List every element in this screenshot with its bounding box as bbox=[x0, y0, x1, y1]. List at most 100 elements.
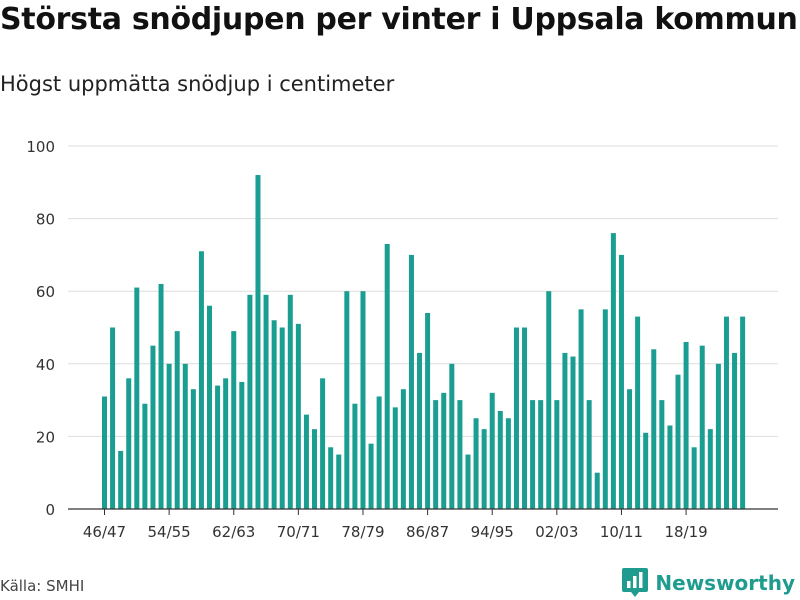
bar-23/24 bbox=[723, 316, 729, 509]
bar-85/86 bbox=[417, 352, 423, 509]
bar-59/60 bbox=[207, 305, 213, 509]
bar-93/94 bbox=[481, 429, 487, 509]
bar-21/22 bbox=[707, 429, 713, 509]
bar-76/77 bbox=[344, 291, 350, 509]
bar-54/55 bbox=[166, 363, 172, 509]
bar-13/14 bbox=[643, 432, 649, 509]
bar-89/90 bbox=[449, 363, 455, 509]
bar-82/83 bbox=[392, 407, 398, 509]
bar-06/07 bbox=[586, 400, 592, 509]
x-tick-label: 70/71 bbox=[277, 523, 320, 541]
newsworthy-logo[interactable]: Newsworthy bbox=[622, 568, 795, 598]
x-tick-label: 02/03 bbox=[535, 523, 578, 541]
bar-97/98 bbox=[513, 327, 519, 509]
bar-02/03 bbox=[554, 400, 560, 509]
bar-18/19 bbox=[683, 342, 689, 509]
x-tick-label: 78/79 bbox=[341, 523, 384, 541]
bar-70/71 bbox=[295, 323, 301, 509]
y-tick-label: 60 bbox=[36, 283, 55, 301]
bar-68/69 bbox=[279, 327, 285, 509]
bar-58/59 bbox=[198, 251, 204, 509]
bar-08/09 bbox=[602, 309, 608, 509]
bar-98/99 bbox=[522, 327, 528, 509]
bar-19/20 bbox=[691, 447, 697, 509]
bar-75/76 bbox=[336, 454, 342, 509]
bar-53/54 bbox=[158, 283, 164, 509]
x-tick-label: 94/95 bbox=[471, 523, 514, 541]
bar-66/67 bbox=[263, 294, 269, 509]
bar-17/18 bbox=[675, 374, 681, 509]
x-tick-label: 86/87 bbox=[406, 523, 449, 541]
bar-79/80 bbox=[368, 443, 374, 509]
chart-subtitle: Högst uppmätta snödjup i centimeter bbox=[0, 72, 395, 96]
bar-52/53 bbox=[150, 345, 156, 509]
bar-56/57 bbox=[182, 363, 188, 509]
bar-03/04 bbox=[562, 352, 568, 509]
bar-undefined bbox=[732, 352, 738, 509]
bar-12/13 bbox=[635, 316, 641, 509]
bar-62/63 bbox=[231, 331, 237, 509]
bar-71/72 bbox=[303, 414, 309, 509]
bar-88/89 bbox=[441, 392, 447, 509]
bar-69/70 bbox=[287, 294, 293, 509]
bar-01/02 bbox=[546, 291, 552, 509]
bar-84/85 bbox=[408, 254, 414, 509]
bar-86/87 bbox=[425, 312, 431, 509]
bar-20/21 bbox=[699, 345, 705, 509]
x-tick-label: 62/63 bbox=[212, 523, 255, 541]
bar-99/00 bbox=[530, 400, 536, 509]
bar-91/92 bbox=[465, 454, 471, 509]
y-tick-label: 20 bbox=[36, 428, 55, 446]
newsworthy-bar-chart-icon bbox=[622, 568, 649, 597]
bar-11/12 bbox=[627, 389, 633, 509]
bar-undefined bbox=[740, 316, 746, 509]
bar-60/61 bbox=[215, 385, 221, 509]
source-note: Källa: SMHI bbox=[0, 577, 85, 595]
bar-05/06 bbox=[578, 309, 584, 509]
bar-73/74 bbox=[320, 378, 326, 509]
bar-07/08 bbox=[594, 472, 600, 509]
x-tick-label: 54/55 bbox=[148, 523, 191, 541]
x-tick-label: 46/47 bbox=[83, 523, 126, 541]
bar-90/91 bbox=[457, 400, 463, 509]
bar-50/51 bbox=[134, 287, 140, 509]
bar-63/64 bbox=[239, 381, 245, 509]
x-tick-label: 18/19 bbox=[664, 523, 707, 541]
bar-81/82 bbox=[384, 244, 390, 509]
x-tick-label: 10/11 bbox=[600, 523, 643, 541]
chart-title: Största snödjupen per vinter i Uppsala k… bbox=[0, 2, 798, 37]
bar-14/15 bbox=[651, 349, 657, 509]
bar-00/01 bbox=[538, 400, 544, 509]
bar-48/49 bbox=[118, 450, 124, 509]
bar-74/75 bbox=[328, 447, 334, 509]
y-tick-label: 100 bbox=[26, 138, 55, 156]
y-tick-label: 0 bbox=[45, 501, 55, 519]
bar-95/96 bbox=[497, 410, 503, 509]
bar-77/78 bbox=[352, 403, 358, 509]
bar-92/93 bbox=[473, 418, 479, 509]
bar-61/62 bbox=[223, 378, 229, 509]
bar-87/88 bbox=[433, 400, 439, 509]
bar-57/58 bbox=[190, 389, 196, 509]
bar-22/23 bbox=[715, 363, 721, 509]
bar-10/11 bbox=[618, 254, 624, 509]
bar-78/79 bbox=[360, 291, 366, 509]
y-tick-label: 80 bbox=[36, 211, 55, 229]
bar-72/73 bbox=[312, 429, 318, 509]
brand-name: Newsworthy bbox=[655, 571, 795, 595]
bar-47/48 bbox=[110, 327, 116, 509]
bar-65/66 bbox=[255, 175, 261, 510]
bar-67/68 bbox=[271, 320, 277, 509]
bar-96/97 bbox=[505, 418, 511, 509]
y-tick-label: 40 bbox=[36, 356, 55, 374]
bar-04/05 bbox=[570, 356, 576, 509]
bar-09/10 bbox=[610, 233, 616, 509]
bar-15/16 bbox=[659, 400, 665, 509]
bar-49/50 bbox=[126, 378, 132, 509]
bar-55/56 bbox=[174, 331, 180, 509]
bar-16/17 bbox=[667, 425, 673, 509]
bar-51/52 bbox=[142, 403, 148, 509]
bar-83/84 bbox=[400, 389, 406, 509]
bar-94/95 bbox=[489, 392, 495, 509]
